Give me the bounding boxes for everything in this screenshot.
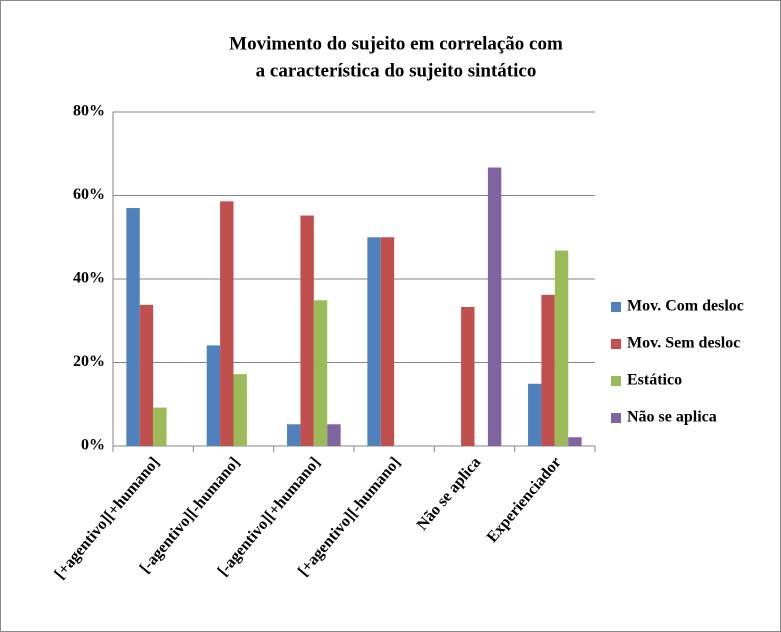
legend-swatch (611, 376, 621, 386)
legend-label: Mov. Sem desloc (627, 335, 740, 352)
bar (126, 208, 140, 446)
bar (528, 383, 542, 446)
bar (568, 437, 582, 446)
bar (220, 201, 234, 446)
y-tick-label: 20% (73, 353, 105, 370)
bar (153, 407, 167, 446)
bar (287, 424, 301, 446)
chart-title: a característica do sujeito sintático (256, 60, 537, 81)
bar (327, 424, 341, 446)
legend-swatch (611, 302, 621, 312)
bar (487, 167, 502, 446)
y-tick-label: 0% (81, 437, 105, 454)
y-tick-label: 60% (73, 186, 105, 203)
legend-label: Mov. Com desloc (627, 298, 744, 315)
bar (313, 300, 328, 446)
y-tick-label: 40% (73, 270, 105, 287)
y-tick-label: 80% (73, 103, 105, 120)
bar (541, 294, 555, 446)
legend-swatch (611, 339, 621, 349)
legend-label: Estático (627, 372, 682, 389)
bar (461, 306, 475, 446)
legend-swatch (611, 413, 621, 423)
bar (233, 374, 247, 446)
bar (380, 237, 395, 446)
bar (206, 345, 221, 446)
legend-label: Não se aplica (627, 409, 717, 426)
chart-title: Movimento do sujeito em correlação com (229, 33, 563, 54)
bar (367, 237, 381, 446)
bar (139, 304, 154, 446)
bar (300, 215, 314, 446)
bar (554, 250, 569, 446)
